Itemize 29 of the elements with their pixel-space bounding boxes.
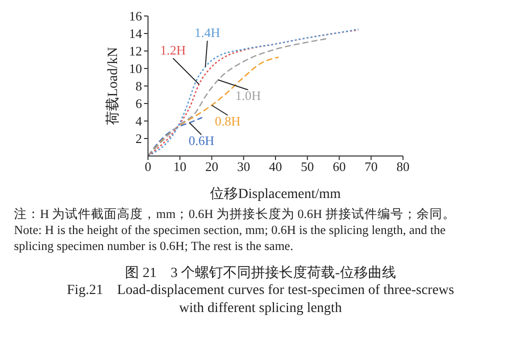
x-tick-label: 70 xyxy=(364,159,378,174)
text: 注：H 为试件截面高度，mm；0.6H 为拼接长度为 0.6H 拼接试件编号；余同。 xyxy=(14,206,456,222)
x-tick-label: 40 xyxy=(269,159,282,174)
y-tick-label: 14 xyxy=(129,26,142,42)
x-tick-label: 60 xyxy=(332,159,346,174)
series-label: 0.6H xyxy=(188,132,214,148)
y-tick-label: 10 xyxy=(129,61,142,76)
y-tick-label: 4 xyxy=(136,114,142,129)
x-tick-label: 50 xyxy=(300,159,314,174)
x-tick-label: 80 xyxy=(396,159,410,174)
text: Note: H is the height of the specimen section, mm; 0.6H is the splicing length, and the splicing specimen number is 0.6H; The rest is the same. xyxy=(14,222,447,254)
series-label: 1.4H xyxy=(194,24,220,40)
x-tick-label: 10 xyxy=(173,159,186,174)
series-label: 1.2H xyxy=(160,42,186,58)
series-label: 1.0H xyxy=(235,88,261,103)
y-tick-label: 6 xyxy=(136,96,142,112)
y-tick-label: 16 xyxy=(129,8,142,24)
line-series xyxy=(148,38,328,156)
x-tick-label: 30 xyxy=(237,159,250,174)
series-label: 0.8H xyxy=(214,113,241,128)
x-tick-label: 0 xyxy=(144,159,152,174)
text: Fig.21 Load-displacement curves for test-specimen of three-screws with different splicing length xyxy=(66,282,456,318)
x-axis-title: 位移Displacement/mm xyxy=(210,186,341,202)
x-tick-label: 20 xyxy=(205,159,218,174)
y-tick-label: 8 xyxy=(136,78,142,94)
y-tick-label: 2 xyxy=(136,131,142,146)
text: 图 21 3 个螺钉不同拼接长度荷载-位移曲线 xyxy=(124,264,397,282)
y-tick-label: 12 xyxy=(129,44,142,59)
y-axis-title: 荷载Load/kN xyxy=(104,47,121,125)
